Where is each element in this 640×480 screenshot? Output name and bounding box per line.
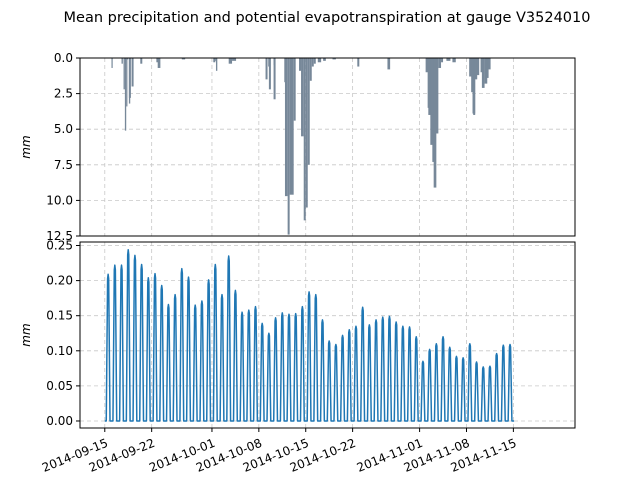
precipitation-bar [303, 58, 306, 221]
evapotranspiration-line [104, 248, 515, 422]
precipitation-bar [430, 58, 433, 145]
precipitation-bar [469, 58, 472, 77]
precipitation-bar [446, 58, 451, 61]
precipitation-bar [357, 58, 360, 67]
y-tick-label: 0.10 [46, 344, 73, 358]
precipitation-bar [121, 58, 123, 64]
precipitation-bar [307, 58, 310, 165]
precipitation-bar [481, 58, 485, 88]
precipitation-bar [232, 58, 237, 61]
precipitation-bar [452, 58, 456, 63]
precipitation-bar [484, 58, 488, 84]
precipitation-bar [123, 58, 125, 90]
precipitation-bar [265, 58, 268, 80]
evapotranspiration-axes-frame [79, 241, 576, 429]
precipitation-bar [299, 58, 302, 71]
date-x-axis: 2014-09-152014-09-222014-10-012014-10-08… [40, 428, 519, 475]
evapotranspiration-panel: 0.00 0.05 0.10 0.15 0.20 0.25 mm [19, 239, 576, 429]
precipitation-bar [323, 58, 326, 61]
chart-title: Mean precipitation and potential evapotr… [64, 10, 591, 26]
precipitation-bar [128, 58, 131, 104]
precipitation-bar [111, 58, 113, 68]
precipitation-bar [435, 58, 439, 134]
precipitation-bar [293, 58, 296, 121]
precipitation-y-axis: 0.0 2.5 5.0 7.5 10.0 12.5 [46, 51, 80, 243]
precipitation-bar [215, 58, 218, 71]
precipitation-bar [268, 58, 271, 90]
precipitation-bar [425, 58, 429, 73]
precipitation-bar [140, 58, 143, 64]
precipitation-bar [284, 58, 288, 197]
precipitation-bar [313, 58, 316, 64]
precipitation-bar [215, 58, 217, 61]
precipitation-bar [287, 58, 290, 235]
precipitation-grid [80, 58, 575, 237]
precipitation-bar [273, 58, 275, 66]
precipitation-panel: 0.0 2.5 5.0 7.5 10.0 12.5 mm [19, 51, 576, 243]
precipitation-bar [273, 58, 276, 100]
precipitation-bar [124, 58, 127, 131]
y-tick-label: 7.5 [54, 158, 73, 172]
precipitation-bar [305, 58, 308, 208]
precipitation-bar [441, 58, 444, 63]
precipitation-bar [332, 58, 336, 60]
precipitation-bar [438, 58, 442, 68]
y-tick-label: 12.5 [46, 229, 73, 243]
precipitation-axes-frame [79, 57, 576, 237]
y-tick-label: 0.0 [54, 51, 73, 65]
y-tick-label: 2.5 [54, 87, 73, 101]
y-tick-label: 0.05 [46, 379, 73, 393]
y-tick-label: 0.25 [46, 239, 73, 253]
y-tick-label: 0.15 [46, 309, 73, 323]
precipitation-bar [486, 58, 489, 78]
evapotranspiration-y-axis: 0.00 0.05 0.10 0.15 0.20 0.25 [46, 239, 80, 428]
y-tick-label: 10.0 [46, 193, 73, 207]
precipitation-bar [428, 58, 432, 115]
precipitation-bar [301, 58, 304, 137]
precipitation-bar [181, 58, 186, 60]
precipitation-bar [311, 58, 314, 67]
y-tick-label: 5.0 [54, 122, 73, 136]
precipitation-bar [131, 58, 134, 87]
precipitation-bar [309, 58, 312, 81]
precipitation-bar [157, 58, 161, 68]
precipitation-bar [228, 58, 233, 64]
precipitation-bar [476, 58, 480, 76]
precipitation-y-label: mm [19, 135, 33, 158]
precipitation-bar [474, 58, 478, 80]
precipitation-bar [126, 58, 128, 107]
y-tick-label: 0.00 [46, 414, 73, 428]
precipitation-bar [387, 58, 391, 70]
precipitation-bar [487, 58, 491, 70]
precipitation-bar [213, 58, 216, 63]
evapotranspiration-y-label: mm [19, 323, 33, 346]
precipitation-bar [156, 58, 159, 63]
precipitation-bar [473, 58, 476, 115]
precipitation-bars [111, 58, 491, 235]
precipitation-bar [289, 58, 294, 195]
y-tick-label: 0.20 [46, 274, 73, 288]
precipitation-bar [317, 58, 322, 63]
precipitation-bar [126, 58, 129, 60]
